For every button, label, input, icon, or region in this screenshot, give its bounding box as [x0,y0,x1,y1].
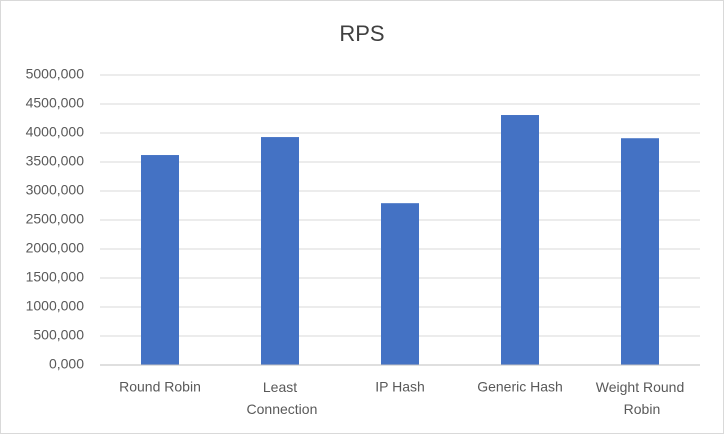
y-tick-label: 4500,000 [26,95,85,111]
y-tick-label: 1000,000 [26,298,85,314]
y-tick-label: 5000,000 [26,66,85,82]
y-tick-label: 3500,000 [26,153,85,169]
y-tick-label: 3000,000 [26,182,85,198]
y-tick-label: 1500,000 [26,269,85,285]
x-tick-label: Weight Round Robin [596,379,684,417]
y-tick-label: 4000,000 [26,124,85,140]
x-tick-label: IP Hash [375,379,425,395]
y-tick-label: 2000,000 [26,240,85,256]
chart-title: RPS [339,21,384,46]
y-tick-label: 0,000 [49,356,84,372]
x-tick-label: Least Connection [243,379,318,417]
bar [261,137,299,365]
y-tick-label: 2500,000 [26,211,85,227]
y-tick-label: 500,000 [33,327,84,343]
x-tick-label: Round Robin [119,379,201,395]
bar [501,115,539,366]
bar [381,203,419,365]
x-tick-label: Generic Hash [477,379,563,395]
bar [141,155,179,365]
bar [621,138,659,365]
